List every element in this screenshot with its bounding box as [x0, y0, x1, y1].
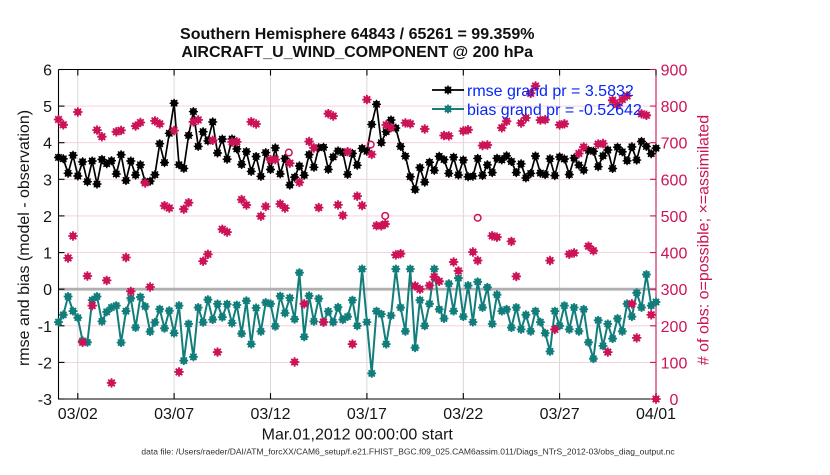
svg-text:0: 0 [43, 282, 52, 299]
svg-text:300: 300 [661, 282, 688, 299]
svg-text:-2: -2 [38, 355, 52, 372]
svg-text:0: 0 [670, 392, 679, 409]
svg-text:bias grand pr = -0.52642: bias grand pr = -0.52642 [467, 102, 642, 119]
svg-text:rmse grand pr = 3.5832: rmse grand pr = 3.5832 [467, 83, 634, 100]
svg-text:AIRCRAFT_U_WIND_COMPONENT @ 20: AIRCRAFT_U_WIND_COMPONENT @ 200 hPa [181, 44, 533, 61]
svg-text:100: 100 [661, 355, 688, 372]
svg-text:04/01: 04/01 [636, 406, 676, 423]
svg-text:200: 200 [661, 319, 688, 336]
svg-text:600: 600 [661, 172, 688, 189]
svg-text:03/12: 03/12 [250, 406, 290, 423]
svg-text:3: 3 [43, 172, 52, 189]
svg-text:700: 700 [661, 136, 688, 153]
svg-text:900: 900 [661, 63, 688, 80]
svg-text:500: 500 [661, 209, 688, 226]
svg-text:-1: -1 [38, 319, 52, 336]
svg-text:Mar.01,2012 00:00:00 start: Mar.01,2012 00:00:00 start [262, 426, 454, 443]
svg-text:2: 2 [43, 209, 52, 226]
svg-text:800: 800 [661, 99, 688, 116]
svg-text:03/02: 03/02 [58, 406, 98, 423]
svg-text:6: 6 [43, 63, 52, 80]
svg-text:03/27: 03/27 [540, 406, 580, 423]
svg-text:-3: -3 [38, 392, 52, 409]
svg-text:Southern Hemisphere 64843 / 65: Southern Hemisphere 64843 / 65261 = 99.3… [180, 26, 534, 43]
svg-text:03/22: 03/22 [443, 406, 483, 423]
svg-text:1: 1 [43, 246, 52, 263]
svg-text:4: 4 [43, 136, 52, 153]
svg-text:03/07: 03/07 [154, 406, 194, 423]
svg-text:400: 400 [661, 246, 688, 263]
svg-text:5: 5 [43, 99, 52, 116]
svg-text:rmse and bias (model - observa: rmse and bias (model - observation) [16, 110, 33, 366]
svg-text:data file: /Users/raeder/DAI/A: data file: /Users/raeder/DAI/ATM_forcXX/… [141, 447, 675, 457]
svg-text:03/17: 03/17 [347, 406, 387, 423]
svg-text:# of obs: o=possible; ×=assimi: # of obs: o=possible; ×=assimilated [696, 115, 713, 365]
